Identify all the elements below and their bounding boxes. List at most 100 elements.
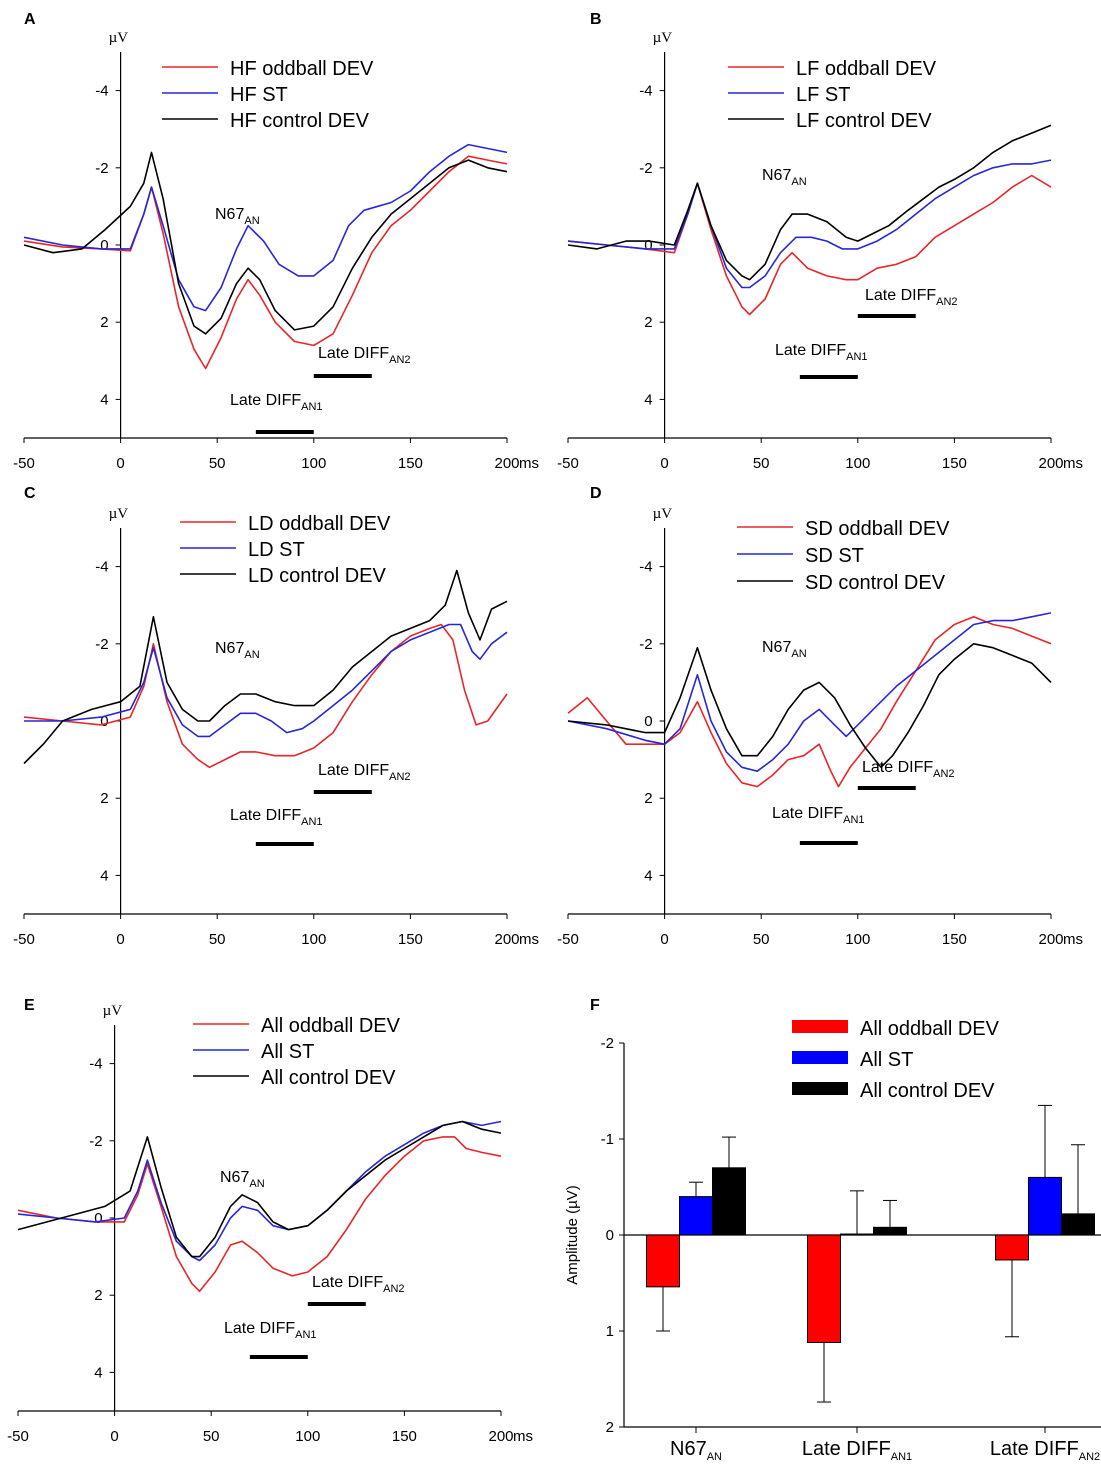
panel-d: DµV -4 -2 0 2 4 -50 0 50 100 150 200 ms SD oddball DE… xyxy=(557,485,1083,948)
x-tick-label: 100 xyxy=(845,455,870,472)
panel-letter: E xyxy=(24,997,35,1014)
x-tick-label: 200 xyxy=(1038,931,1063,948)
legend-entry: LF ST xyxy=(796,84,850,106)
legend-entry: LF control DEV xyxy=(796,110,932,132)
legend-entry: LD control DEV xyxy=(248,565,386,587)
y-tick-label: 0 xyxy=(606,1227,614,1244)
panel-f: F -2 -1 0 1 2 Amplitude (µV) N67AN Late DIFFAN1 L… xyxy=(564,997,1101,1463)
y-tick-label: -4 xyxy=(95,559,108,576)
x-tick-label: -50 xyxy=(13,455,35,472)
legend-entry: All control DEV xyxy=(860,1080,995,1102)
x-tick-label: 0 xyxy=(116,931,124,948)
x-tick-label: 0 xyxy=(116,455,124,472)
series-line-3 xyxy=(567,643,1052,769)
series-line-3 xyxy=(567,124,1052,281)
panel-c: CµV -4 -2 0 2 4 -50 0 50 100 150 200 ms LD oddball DE… xyxy=(13,485,539,948)
x-tick-label: 200 xyxy=(488,1428,513,1445)
x-axis-unit: ms xyxy=(1063,931,1083,948)
legend-entry: All control DEV xyxy=(261,1067,396,1089)
legend-entry: All oddball DEV xyxy=(860,1018,1000,1040)
x-tick-label: 100 xyxy=(301,455,326,472)
panel-b: BµV -4 -2 0 2 4 -50 0 50 100 150 200 ms LF oddball DE… xyxy=(557,11,1083,472)
series-line-2 xyxy=(24,623,508,738)
annotation-n67: N67AN xyxy=(762,167,807,188)
y-tick-label: -4 xyxy=(639,559,652,576)
annotation-late-diff-an1: Late DIFFAN1 xyxy=(775,342,868,363)
y-tick-label: -2 xyxy=(639,636,652,653)
annotation-late-diff-an2: Late DIFFAN2 xyxy=(318,762,411,783)
annotation-late-diff-an2: Late DIFFAN2 xyxy=(312,1274,405,1295)
x-tick-label: 50 xyxy=(753,931,770,948)
x-tick-label: 150 xyxy=(392,1428,417,1445)
x-axis-unit: ms xyxy=(519,931,539,948)
x-tick-label: 150 xyxy=(942,455,967,472)
y-tick-label: 0 xyxy=(94,1210,102,1227)
annotation-n67: N67AN xyxy=(215,206,260,227)
panel-letter: F xyxy=(590,997,600,1014)
bar xyxy=(1061,1213,1095,1236)
annotation-late-diff-an1: Late DIFFAN1 xyxy=(224,1320,317,1341)
bar xyxy=(1028,1176,1062,1236)
bar xyxy=(807,1234,841,1344)
y-tick-label: -2 xyxy=(601,1035,614,1052)
annotation-late-diff-an2: Late DIFFAN2 xyxy=(862,759,955,780)
x-tick-label: 200 xyxy=(494,931,519,948)
series-line-2 xyxy=(23,143,508,312)
y-tick-label: 2 xyxy=(100,314,108,331)
legend-entry: HF control DEV xyxy=(230,110,370,132)
y-tick-label: 4 xyxy=(644,391,652,408)
bar xyxy=(646,1234,680,1288)
legend-entry: HF ST xyxy=(230,84,288,106)
x-tick-label: 50 xyxy=(203,1428,220,1445)
legend-swatch xyxy=(792,1082,848,1095)
series-line-1 xyxy=(567,174,1052,316)
x-tick-label: 100 xyxy=(295,1428,320,1445)
series-line-2 xyxy=(567,159,1052,289)
x-axis-unit: ms xyxy=(513,1428,533,1445)
y-tick-label: 0 xyxy=(100,713,108,730)
x-tick-label: 150 xyxy=(942,931,967,948)
y-tick-label: 4 xyxy=(100,867,108,884)
bar xyxy=(995,1234,1029,1261)
bar xyxy=(679,1196,713,1236)
panel-letter: A xyxy=(24,11,36,28)
legend-entry: All oddball DEV xyxy=(261,1015,401,1037)
annotation-late-diff-an1: Late DIFFAN1 xyxy=(230,807,323,828)
x-category-label: Late DIFFAN1 xyxy=(802,1438,912,1463)
y-tick-label: -4 xyxy=(89,1056,102,1073)
bar xyxy=(840,1233,874,1236)
legend-swatch xyxy=(792,1051,848,1064)
x-tick-label: 100 xyxy=(845,931,870,948)
annotation-late-diff-an2: Late DIFFAN2 xyxy=(865,287,958,308)
x-tick-label: -50 xyxy=(557,931,579,948)
y-tick-label: 0 xyxy=(100,237,108,254)
y-tick-label: 4 xyxy=(100,391,108,408)
y-axis-unit: µV xyxy=(109,506,129,522)
series-line-1 xyxy=(23,155,508,370)
series-line-1 xyxy=(17,1136,502,1293)
annotation-n67: N67AN xyxy=(215,640,260,661)
y-tick-label: -2 xyxy=(89,1133,102,1150)
x-axis-unit: ms xyxy=(519,455,539,472)
annotation-late-diff-an1: Late DIFFAN1 xyxy=(772,805,865,826)
bar xyxy=(873,1226,907,1236)
x-tick-label: 150 xyxy=(398,455,423,472)
series-line-3 xyxy=(17,1120,502,1258)
x-axis-unit: ms xyxy=(1063,455,1083,472)
y-axis-unit: µV xyxy=(103,1003,123,1019)
x-tick-label: 100 xyxy=(301,931,326,948)
x-tick-label: -50 xyxy=(7,1428,29,1445)
annotation-late-diff-an2: Late DIFFAN2 xyxy=(318,345,411,366)
annotation-n67: N67AN xyxy=(220,1169,265,1190)
y-tick-label: 2 xyxy=(606,1419,614,1436)
y-tick-label: 1 xyxy=(606,1323,614,1340)
legend-swatch xyxy=(792,1020,848,1033)
series-line-3 xyxy=(23,569,508,765)
y-axis-unit: µV xyxy=(109,30,129,46)
y-tick-label: -4 xyxy=(95,83,108,100)
y-tick-label: -1 xyxy=(601,1131,614,1148)
x-category-label: Late DIFFAN2 xyxy=(990,1438,1100,1463)
x-tick-label: -50 xyxy=(13,931,35,948)
x-tick-label: 200 xyxy=(1038,455,1063,472)
